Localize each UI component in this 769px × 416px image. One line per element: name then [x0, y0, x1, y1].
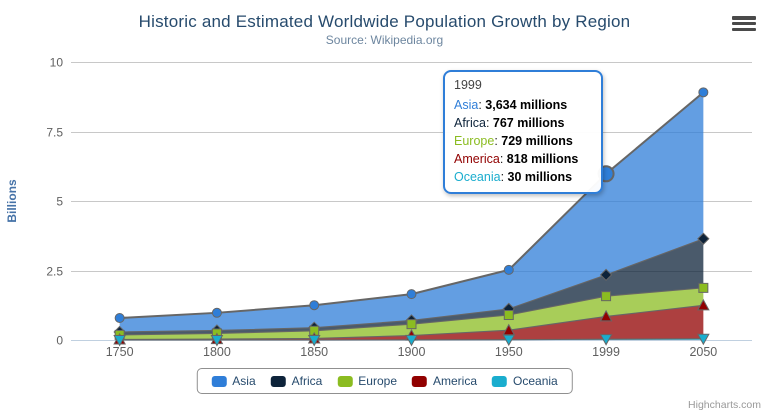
tooltip-series-name: America [454, 152, 500, 166]
legend-item-africa[interactable]: Africa [270, 374, 323, 388]
point-oceania-1950[interactable] [502, 334, 516, 347]
point-europe-2050[interactable] [698, 282, 709, 293]
legend-label: Africa [291, 374, 323, 388]
menu-bar-icon [732, 21, 756, 26]
legend-swatch-america [412, 375, 428, 387]
tooltip-series-value: 3,634 millions [485, 98, 568, 112]
point-oceania-1800[interactable] [210, 334, 224, 347]
point-africa-2050[interactable] [697, 232, 710, 245]
point-america-2050[interactable] [697, 298, 710, 311]
point-oceania-1900[interactable] [405, 334, 418, 347]
tooltip-header: 1999 [454, 78, 482, 92]
legend-item-asia[interactable]: Asia [211, 374, 256, 388]
area-africa [119, 238, 704, 335]
tooltip-row-america: America: 818 millions [454, 152, 579, 166]
menu-bar-icon [732, 27, 756, 31]
point-oceania-1999[interactable] [599, 334, 613, 346]
legend-swatch-asia [211, 375, 227, 387]
legend-label: Oceania [513, 374, 558, 388]
chart-subtitle: Source: Wikipedia.org [325, 33, 444, 47]
legend-item-america[interactable]: America [412, 374, 477, 388]
point-oceania-2050[interactable] [697, 333, 710, 346]
menu-bar-icon [732, 16, 756, 20]
credits-link[interactable]: Highcharts.com [688, 399, 761, 411]
y-tick-label: 2.5 [46, 265, 63, 279]
x-tick-label: 1850 [300, 345, 328, 359]
y-tick-label: 0 [56, 334, 63, 348]
y-tick-label: 5 [56, 195, 63, 209]
point-asia-1950[interactable] [503, 264, 514, 275]
tooltip-series-value: 30 millions [507, 170, 573, 184]
tooltip-series-value: 729 millions [501, 134, 573, 148]
y-tick-label: 10 [50, 56, 64, 70]
legend: Asia Africa Europe America Oceania [196, 368, 573, 394]
tooltip-row-oceania: Oceania: 30 millions [454, 170, 573, 184]
x-tick-label: 1950 [495, 345, 523, 359]
point-oceania-1850[interactable] [307, 334, 321, 347]
legend-swatch-europe [337, 375, 353, 387]
legend-swatch-africa [270, 375, 286, 387]
tooltip-row-europe: Europe: 729 millions [454, 134, 573, 148]
tooltip-series-name: Asia [454, 98, 479, 112]
y-axis-title: Billions [5, 179, 19, 223]
tooltip-series-value: 818 millions [506, 152, 579, 166]
x-tick-label: 1750 [106, 345, 134, 359]
legend-item-oceania[interactable]: Oceania [492, 374, 558, 388]
point-asia-1900[interactable] [406, 289, 417, 300]
legend-swatch-oceania [492, 375, 508, 387]
y-tick-label: 7.5 [46, 126, 63, 140]
x-tick-label: 1900 [398, 345, 426, 359]
point-africa-1999[interactable] [599, 268, 613, 282]
point-asia-1800[interactable] [211, 307, 222, 318]
area-america [119, 305, 704, 340]
point-asia-1750[interactable] [114, 313, 125, 324]
x-tick-label: 2050 [689, 345, 717, 359]
tooltip-series-name: Oceania [454, 170, 501, 184]
tooltip-row-africa: Africa: 767 millions [454, 116, 565, 130]
tooltip: 1999 Asia: 3,634 millions Africa: 767 mil… [443, 70, 603, 194]
point-asia-2050[interactable] [698, 87, 709, 98]
legend-label: Europe [358, 374, 398, 388]
x-tick-label: 1800 [203, 345, 231, 359]
tooltip-rows: Asia: 3,634 millions Africa: 767 millions… [454, 96, 592, 186]
x-tick-label: 1999 [592, 345, 620, 359]
point-america-1999[interactable] [599, 309, 613, 322]
point-europe-1950[interactable] [503, 310, 514, 321]
tooltip-row-asia: Asia: 3,634 millions [454, 98, 568, 112]
point-oceania-1750[interactable] [113, 334, 126, 347]
area-asia [119, 92, 704, 332]
tooltip-series-value: 767 millions [492, 116, 565, 130]
point-asia-1850[interactable] [309, 300, 320, 311]
point-europe-1900[interactable] [406, 319, 417, 330]
export-menu-button[interactable] [732, 16, 756, 31]
point-europe-1999[interactable] [601, 291, 612, 302]
legend-item-europe[interactable]: Europe [337, 374, 397, 388]
tooltip-series-name: Africa [454, 116, 486, 130]
chart-title: Historic and Estimated Worldwide Populat… [138, 12, 631, 31]
legend-label: America [433, 374, 478, 388]
tooltip-series-name: Europe [454, 134, 495, 148]
legend-label: Asia [232, 374, 256, 388]
